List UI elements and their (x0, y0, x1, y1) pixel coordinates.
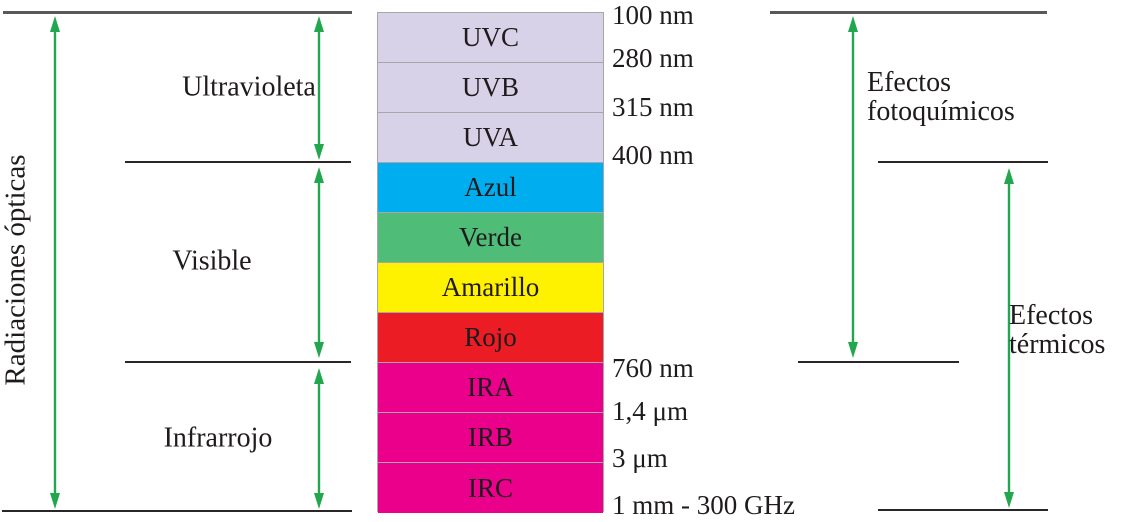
wavelength-label-1mm-300ghz: 1 mm - 300 GHz (612, 490, 795, 520)
band-ira: IRA (378, 363, 603, 413)
wavelength-label-400nm: 400 nm (612, 140, 694, 170)
effects-label-termicos: Efectos térmicos (1009, 300, 1106, 361)
wavelength-label-1-4um: 1,4 μm (612, 396, 688, 426)
section-label-visible: Visible (172, 245, 252, 277)
wavelength-label-3um: 3 μm (612, 443, 668, 473)
section-label-infrarrojo: Infrarrojo (163, 422, 273, 454)
infrared-range-arrow-icon (314, 368, 324, 509)
thermal-effects-range-arrow-icon (1004, 168, 1014, 508)
wavelength-label-315nm: 315 nm (612, 92, 694, 122)
band-uva: UVA (378, 113, 603, 163)
section-label-ultravioleta: Ultravioleta (182, 71, 316, 103)
rule-bottom-left (2, 510, 352, 512)
wavelength-label-100nm: 100 nm (612, 0, 694, 30)
wavelength-label-760nm: 760 nm (612, 353, 694, 383)
band-irb: IRB (378, 413, 603, 463)
rule-760nm-right (798, 361, 959, 363)
band-irc: IRC (378, 463, 603, 513)
optical-radiation-range-arrow-icon (50, 16, 60, 509)
visible-range-arrow-icon (314, 167, 324, 358)
rule-400nm-right (878, 161, 1048, 163)
rule-bottom-right (878, 509, 1048, 511)
band-amarillo: Amarillo (378, 263, 603, 313)
rule-top-left (3, 11, 352, 14)
effects-label-fotoquimicos: Efectos fotoquímicos (867, 67, 1015, 128)
band-uvb: UVB (378, 63, 603, 113)
rule-uv-visible-left (125, 161, 351, 163)
rule-visible-ir-left (125, 361, 351, 363)
axis-label-radiaciones-opticas: Radiaciones ópticas (0, 154, 32, 386)
rule-top-right (770, 11, 1047, 14)
band-azul: Azul (378, 163, 603, 213)
band-rojo: Rojo (378, 313, 603, 363)
wavelength-label-280nm: 280 nm (612, 43, 694, 73)
photochemical-effects-range-arrow-icon (848, 16, 858, 358)
spectrum-column: UVC UVB UVA Azul Verde Amarillo Rojo IRA… (377, 12, 604, 513)
band-verde: Verde (378, 213, 603, 263)
ultraviolet-range-arrow-icon (314, 16, 324, 160)
band-uvc: UVC (378, 13, 603, 63)
